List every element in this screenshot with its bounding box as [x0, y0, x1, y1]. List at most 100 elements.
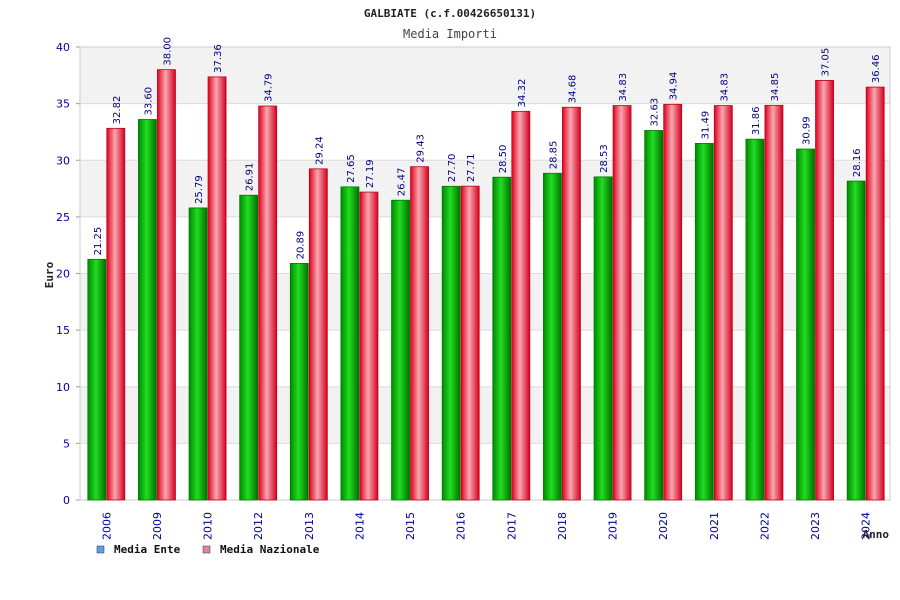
x-tick-label-2019: 2019 — [607, 512, 620, 540]
data-label-media-ente-2014: 27.65 — [346, 154, 357, 183]
data-label-media-nazionale-2010: 37.36 — [213, 44, 224, 73]
x-tick-label-2016: 2016 — [455, 512, 468, 540]
data-label-media-nazionale-2021: 34.83 — [719, 73, 730, 102]
legend-swatch-media-ente — [96, 545, 105, 554]
data-label-media-ente-2017: 28.50 — [498, 145, 509, 174]
data-label-media-nazionale-2023: 37.05 — [821, 48, 832, 77]
bar-media-nazionale-2017 — [511, 110, 531, 501]
bar-media-nazionale-2019 — [612, 105, 632, 501]
legend-swatch-media-nazionale — [202, 545, 211, 554]
bar-media-nazionale-2023 — [815, 80, 834, 501]
data-label-media-ente-2016: 27.70 — [447, 154, 458, 183]
data-label-media-nazionale-2014: 27.19 — [365, 159, 376, 188]
data-label-media-nazionale-2017: 34.32 — [517, 79, 528, 108]
data-label-media-nazionale-2020: 34.94 — [669, 72, 680, 101]
plot-frame — [79, 46, 891, 501]
data-label-media-nazionale-2018: 34.68 — [567, 75, 578, 104]
data-label-media-nazionale-2015: 29.43 — [416, 134, 427, 163]
data-label-media-ente-2013: 20.89 — [295, 231, 306, 260]
bar-media-ente-2013 — [289, 263, 309, 501]
bar-media-ente-2019 — [593, 176, 613, 501]
x-tick-label-2023: 2023 — [809, 512, 822, 540]
x-tick-label-2012: 2012 — [252, 512, 265, 540]
bar-media-ente-2016 — [441, 185, 461, 501]
y-tick-label: 30 — [56, 154, 70, 167]
y-tick-label: 35 — [56, 98, 70, 111]
legend: Media Ente Media Nazionale — [96, 543, 320, 556]
bar-media-nazionale-2024 — [865, 86, 885, 501]
x-tick-label-2024: 2024 — [860, 512, 873, 540]
bar-media-ente-2018 — [543, 172, 562, 501]
bar-media-nazionale-2014 — [359, 191, 379, 501]
x-tick-label-2020: 2020 — [657, 512, 670, 540]
data-label-media-nazionale-2012: 34.79 — [264, 73, 275, 102]
bar-media-ente-2009 — [138, 119, 157, 501]
bar-media-ente-2010 — [188, 207, 208, 501]
x-tick-label-2014: 2014 — [353, 512, 366, 540]
x-tick-label-2013: 2013 — [303, 512, 316, 540]
y-axis-label: Euro — [43, 261, 56, 288]
bar-media-nazionale-2010 — [207, 76, 227, 501]
bar-media-nazionale-2015 — [410, 166, 429, 501]
x-tick-label-2022: 2022 — [758, 512, 771, 540]
x-tick-label-2006: 2006 — [100, 512, 113, 540]
y-tick-label: 5 — [63, 437, 70, 450]
data-label-media-nazionale-2009: 38.00 — [162, 37, 173, 66]
x-tick-label-2009: 2009 — [151, 512, 164, 540]
chart-subtitle: Media Importi — [403, 27, 497, 41]
data-label-media-ente-2010: 25.79 — [194, 175, 205, 204]
data-label-media-ente-2006: 21.25 — [93, 227, 104, 256]
x-tick-label-2021: 2021 — [708, 512, 721, 540]
data-label-media-ente-2023: 30.99 — [802, 116, 813, 145]
data-label-media-ente-2015: 26.47 — [397, 168, 408, 197]
bar-media-nazionale-2020 — [663, 103, 683, 501]
data-label-media-ente-2022: 31.86 — [751, 107, 762, 136]
bar-media-ente-2006 — [87, 258, 107, 501]
legend-label-media-nazionale: Media Nazionale — [220, 543, 320, 556]
chart-title: GALBIATE (c.f.00426650131) — [364, 7, 536, 20]
bar-media-ente-2012 — [239, 194, 259, 501]
bar-media-nazionale-2016 — [460, 185, 480, 501]
plot-area: 0 5 10 15 20 25 30 35 40 21.25 32.82 2006 33.60 38.00… — [56, 37, 891, 540]
x-tick-label-2017: 2017 — [505, 512, 518, 540]
x-tick-label-2010: 2010 — [202, 512, 215, 540]
bar-media-ente-2024 — [846, 180, 866, 501]
y-tick-label: 0 — [63, 494, 70, 507]
x-axis-label: Anno — [863, 528, 890, 541]
legend-label-media-ente: Media Ente — [114, 543, 181, 556]
y-tick-label: 20 — [56, 268, 70, 281]
bar-media-nazionale-2012 — [258, 105, 278, 501]
y-tick-label: 40 — [56, 41, 70, 54]
data-label-media-ente-2024: 28.16 — [852, 148, 863, 177]
bar-media-nazionale-2022 — [764, 104, 784, 501]
data-label-media-ente-2018: 28.85 — [548, 141, 559, 170]
data-label-media-nazionale-2013: 29.24 — [314, 136, 325, 165]
grid-band — [80, 47, 890, 104]
data-label-media-ente-2019: 28.53 — [599, 144, 610, 173]
bar-media-nazionale-2021 — [713, 105, 733, 501]
data-label-media-nazionale-2022: 34.85 — [770, 73, 781, 102]
data-label-media-nazionale-2019: 34.83 — [618, 73, 629, 102]
bar-media-ente-2022 — [745, 138, 765, 501]
bar-media-nazionale-2018 — [562, 106, 581, 501]
data-label-media-nazionale-2006: 32.82 — [112, 96, 123, 125]
data-label-media-ente-2021: 31.49 — [700, 111, 711, 140]
bar-media-nazionale-2006 — [106, 127, 126, 501]
y-tick-label: 15 — [56, 324, 70, 337]
data-label-media-ente-2020: 32.63 — [650, 98, 661, 127]
bar-media-ente-2017 — [492, 176, 512, 501]
bar-media-ente-2015 — [391, 199, 410, 501]
bar-media-nazionale-2009 — [157, 69, 176, 501]
y-tick-label: 10 — [56, 381, 70, 394]
data-label-media-nazionale-2024: 36.46 — [871, 54, 882, 83]
bar-media-ente-2014 — [340, 186, 360, 501]
bar-media-ente-2020 — [644, 130, 664, 501]
x-tick-label-2015: 2015 — [404, 512, 417, 540]
bar-media-nazionale-2013 — [308, 168, 328, 501]
data-label-media-ente-2009: 33.60 — [143, 87, 154, 116]
data-label-media-nazionale-2016: 27.71 — [466, 154, 477, 183]
bar-media-ente-2021 — [694, 142, 714, 501]
y-tick-label: 25 — [56, 211, 70, 224]
x-tick-label-2018: 2018 — [556, 512, 569, 540]
